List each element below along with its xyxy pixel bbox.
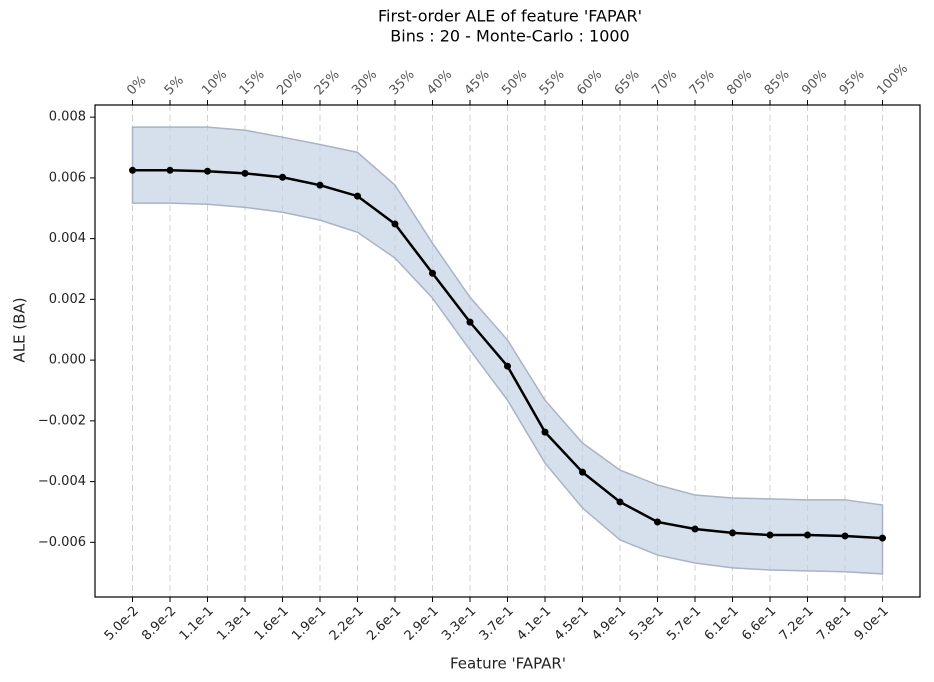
point [729,529,736,537]
y-axis-label: ALE (BA) [11,297,29,362]
x-tick-label: 6.6e-1 [739,604,779,644]
x-tick-label: 7.8e-1 [814,604,854,644]
point [354,192,361,200]
y-tick-label: 0.008 [49,110,86,125]
x-tick-label: 5.3e-1 [627,604,667,644]
point [316,181,324,189]
point [166,166,174,174]
x-tick-label: 1.3e-1 [214,604,254,644]
x-axis-label: Feature 'FAPAR' [450,655,566,673]
top-tick-label: 85% [762,67,793,98]
top-tick-label: 5% [162,73,187,98]
y-tick-label: −0.006 [38,535,86,550]
top-tick-label: 80% [724,67,755,98]
confidence-band [131,126,884,575]
x-tick-label: 5.7e-1 [664,604,704,644]
x-tick-label: 2.9e-1 [402,604,442,644]
point [429,269,436,277]
top-tick-label: 30% [349,67,380,98]
x-tick-label: 4.5e-1 [552,604,592,644]
point [504,362,511,370]
top-tick-label: 60% [574,67,605,98]
top-tick-label: 0% [124,73,149,98]
top-tick-label: 10% [199,67,230,98]
x-tick-label: 6.1e-1 [702,604,742,644]
y-tick-label: −0.004 [38,474,86,489]
chart-title: First-order ALE of feature 'FAPAR' [378,7,642,26]
top-tick-label: 65% [612,67,643,98]
point [466,318,474,326]
point [654,518,661,526]
top-tick-label: 45% [462,67,493,98]
x-tick-label: 5.0e-2 [102,604,142,644]
point [241,169,249,177]
top-tick-label: 40% [424,67,455,98]
x-tick-label: 1.9e-1 [289,604,329,644]
point [391,220,399,228]
y-tick-label: 0.006 [49,170,86,185]
x-tick-label: 3.7e-1 [477,604,517,644]
top-tick-label: 70% [649,67,680,98]
point [616,498,624,506]
x-tick-label: 8.9e-2 [139,604,179,644]
top-tick-label: 75% [687,67,718,98]
x-tick-label: 2.2e-1 [327,604,367,644]
point [841,532,849,540]
y-tick-label: −0.002 [38,413,86,428]
top-tick-label: 50% [499,67,530,98]
point [691,525,699,533]
point [279,173,286,181]
point [766,531,774,539]
top-tick-label: 35% [387,67,418,98]
x-tick-label: 2.6e-1 [364,604,404,644]
top-tick-label: 95% [837,67,868,98]
top-tick-label: 55% [537,67,568,98]
point [541,428,549,436]
top-tick-label: 100% [874,61,911,98]
top-tick-label: 25% [312,67,343,98]
x-tick-label: 3.3e-1 [439,604,479,644]
point [204,167,211,175]
y-tick-label: 0.002 [49,292,86,307]
y-tick-label: 0.004 [49,231,86,246]
x-tick-label: 1.1e-1 [177,604,217,644]
point [879,534,886,542]
x-tick-label: 9.0e-1 [852,604,892,644]
point [129,166,136,174]
x-tick-label: 1.6e-1 [252,604,292,644]
top-tick-label: 20% [274,67,305,98]
x-tick-label: 7.2e-1 [777,604,817,644]
y-tick-label: 0.000 [49,353,86,368]
x-tick-label: 4.9e-1 [589,604,629,644]
top-tick-label: 90% [799,67,830,98]
top-tick-label: 15% [237,67,268,98]
point [804,531,811,539]
x-tick-label: 4.1e-1 [514,604,554,644]
point [579,468,586,476]
chart-subtitle: Bins : 20 - Monte-Carlo : 1000 [390,27,629,46]
